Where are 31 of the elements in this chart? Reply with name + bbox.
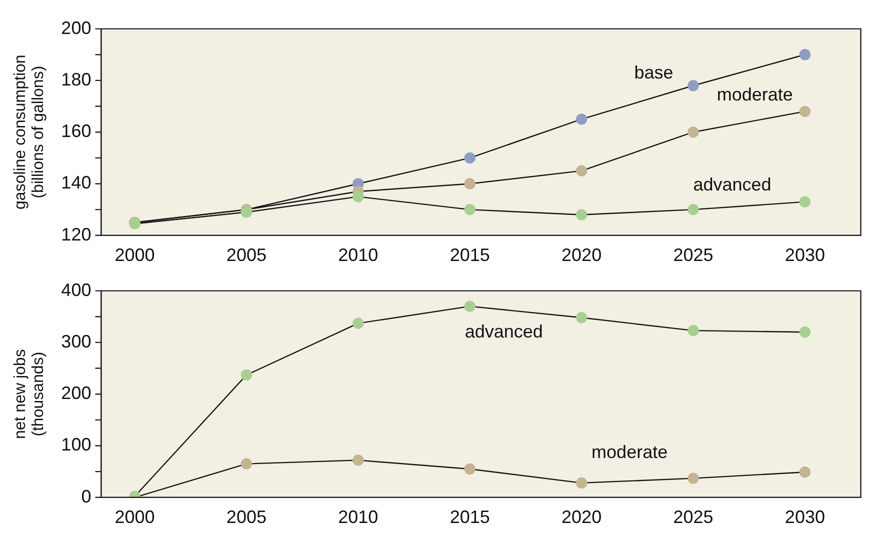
y-axis-title: gasoline consumption (billions of gallons) [12, 54, 47, 210]
series-label: moderate [592, 442, 668, 462]
series-label: moderate [716, 84, 793, 104]
x-tick-label: 2015 [450, 507, 490, 528]
y-tick-label: 0 [81, 486, 92, 506]
x-tick-label: 2020 [562, 245, 602, 266]
x-tick-label: 2010 [338, 245, 378, 266]
y-tick-label: 160 [61, 121, 92, 142]
x-tick-label: 2005 [226, 245, 266, 266]
y-tick-label: 200 [61, 383, 92, 404]
x-tick-label: 2000 [114, 507, 155, 528]
y-tick-label: 300 [61, 331, 92, 352]
x-tick-label: 2030 [784, 507, 825, 528]
x-tick-label: 2020 [562, 507, 602, 528]
x-tick-label: 2015 [450, 245, 490, 266]
x-tick-label: 2025 [673, 245, 714, 266]
y-tick-label: 120 [61, 224, 92, 244]
x-tick-label: 2005 [226, 507, 266, 528]
y-axis-title: net new jobs (thousands) [12, 349, 47, 440]
x-tick-label: 2010 [338, 507, 378, 528]
series-label: advanced [693, 174, 772, 195]
y-tick-label: 200 [61, 18, 92, 38]
x-tick-label: 2000 [114, 245, 155, 266]
x-tick-label: 2030 [784, 245, 825, 266]
y-tick-label: 100 [61, 434, 92, 455]
y-tick-label: 140 [61, 172, 92, 193]
x-tick-label: 2025 [673, 507, 714, 528]
series-label: advanced [464, 321, 543, 342]
y-tick-label: 180 [61, 69, 92, 90]
y-tick-label: 400 [61, 280, 92, 300]
series-label: base [634, 62, 674, 83]
